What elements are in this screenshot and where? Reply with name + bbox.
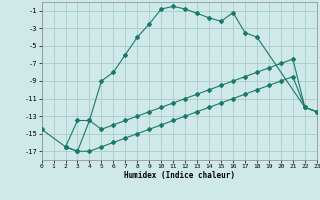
X-axis label: Humidex (Indice chaleur): Humidex (Indice chaleur) xyxy=(124,171,235,180)
